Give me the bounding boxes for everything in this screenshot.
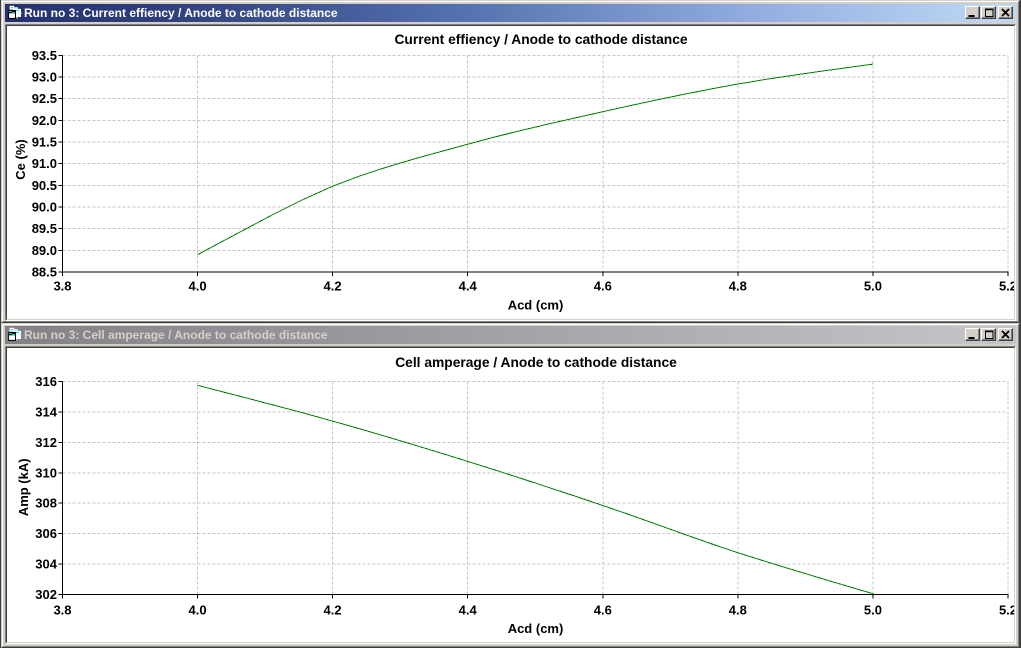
svg-text:4.2: 4.2: [324, 603, 342, 618]
svg-text:93.0: 93.0: [32, 70, 57, 85]
svg-text:Amp (kA): Amp (kA): [16, 458, 31, 516]
svg-text:91.0: 91.0: [32, 156, 57, 171]
svg-text:90.5: 90.5: [32, 178, 57, 193]
svg-text:92.0: 92.0: [32, 113, 57, 128]
svg-text:3.8: 3.8: [53, 603, 71, 618]
svg-text:4.0: 4.0: [189, 279, 207, 294]
svg-text:Ce (%): Ce (%): [13, 139, 28, 179]
svg-text:308: 308: [35, 496, 57, 511]
svg-text:89.0: 89.0: [32, 243, 57, 258]
svg-text:Acd (cm): Acd (cm): [508, 621, 564, 636]
svg-text:5.0: 5.0: [864, 603, 882, 618]
svg-text:93.5: 93.5: [32, 48, 57, 63]
svg-text:310: 310: [35, 465, 57, 480]
svg-text:312: 312: [35, 435, 57, 450]
svg-text:302: 302: [35, 587, 57, 602]
svg-text:4.6: 4.6: [594, 279, 612, 294]
svg-text:Current effiency / Anode to ca: Current effiency / Anode to cathode dist…: [394, 32, 687, 47]
svg-text:4.2: 4.2: [324, 279, 342, 294]
svg-text:4.8: 4.8: [729, 279, 747, 294]
svg-text:92.5: 92.5: [32, 91, 57, 106]
svg-text:89.5: 89.5: [32, 221, 57, 236]
svg-text:4.6: 4.6: [594, 603, 612, 618]
svg-text:90.0: 90.0: [32, 200, 57, 215]
svg-text:5.2: 5.2: [999, 279, 1014, 294]
svg-text:316: 316: [35, 374, 57, 389]
svg-text:3.8: 3.8: [53, 279, 71, 294]
svg-text:5.0: 5.0: [864, 279, 882, 294]
svg-text:314: 314: [35, 404, 57, 419]
svg-text:4.4: 4.4: [459, 279, 478, 294]
svg-text:304: 304: [35, 557, 57, 572]
svg-text:Acd (cm): Acd (cm): [508, 298, 564, 313]
svg-text:4.4: 4.4: [459, 603, 478, 618]
svg-text:Cell amperage / Anode to catho: Cell amperage / Anode to cathode distanc…: [395, 355, 677, 370]
svg-text:4.8: 4.8: [729, 603, 747, 618]
svg-text:5.2: 5.2: [999, 603, 1014, 618]
svg-text:91.5: 91.5: [32, 135, 57, 150]
svg-text:4.0: 4.0: [189, 603, 207, 618]
svg-text:306: 306: [35, 526, 57, 541]
svg-text:88.5: 88.5: [32, 265, 57, 280]
